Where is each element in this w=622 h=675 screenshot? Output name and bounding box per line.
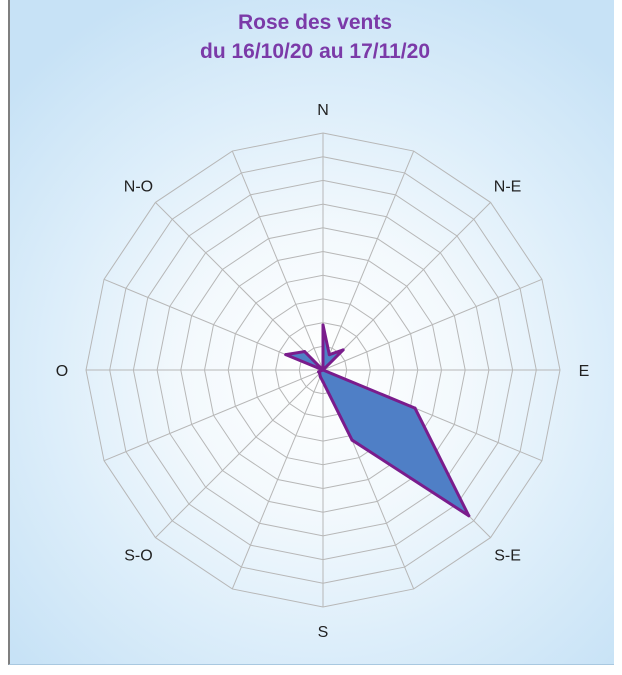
direction-label-e: E — [579, 363, 590, 380]
direction-label-o: O — [56, 363, 68, 380]
data-point-n-e — [341, 348, 345, 352]
data-point-n — [321, 323, 325, 327]
direction-label-s-o: S-O — [124, 548, 152, 565]
chart-title: Rose des vents — [238, 11, 392, 34]
wind-series — [284, 323, 471, 518]
direction-labels: N N-E E S-E S S-O O N-O — [56, 102, 590, 641]
chart-subtitle: du 16/10/20 au 17/11/20 — [200, 40, 430, 63]
direction-label-n-e: N-E — [494, 178, 522, 195]
data-point-oso — [317, 370, 321, 374]
chart-panel: Rose des vents du 16/10/20 au 17/11/20 N… — [8, 0, 614, 665]
grid-spoke — [231, 150, 324, 371]
direction-label-n-o: N-O — [124, 178, 153, 195]
data-point-nno — [321, 368, 325, 372]
grid-spoke — [322, 278, 543, 371]
direction-label-s: S — [318, 624, 329, 641]
data-point-s-e — [467, 514, 471, 518]
data-point-ese — [413, 406, 417, 410]
direction-label-n: N — [317, 102, 329, 119]
wind-rose-chart: Rose des vents du 16/10/20 au 17/11/20 N… — [56, 11, 590, 641]
data-point-s — [321, 380, 325, 384]
wind-area — [284, 323, 471, 518]
grid-spoke — [155, 369, 324, 538]
data-point-ono — [284, 353, 288, 357]
data-point-sso — [318, 375, 322, 379]
grid-spoke — [103, 369, 324, 462]
direction-label-s-e: S-E — [494, 548, 521, 565]
grid-spoke — [322, 202, 491, 371]
data-point-n-o — [303, 350, 307, 354]
radar-grid — [85, 132, 561, 608]
data-point-nne — [327, 353, 331, 357]
grid-spoke — [322, 150, 415, 371]
grid-spoke — [231, 369, 324, 590]
grid-spoke — [155, 202, 324, 371]
data-point-sse — [350, 438, 354, 442]
